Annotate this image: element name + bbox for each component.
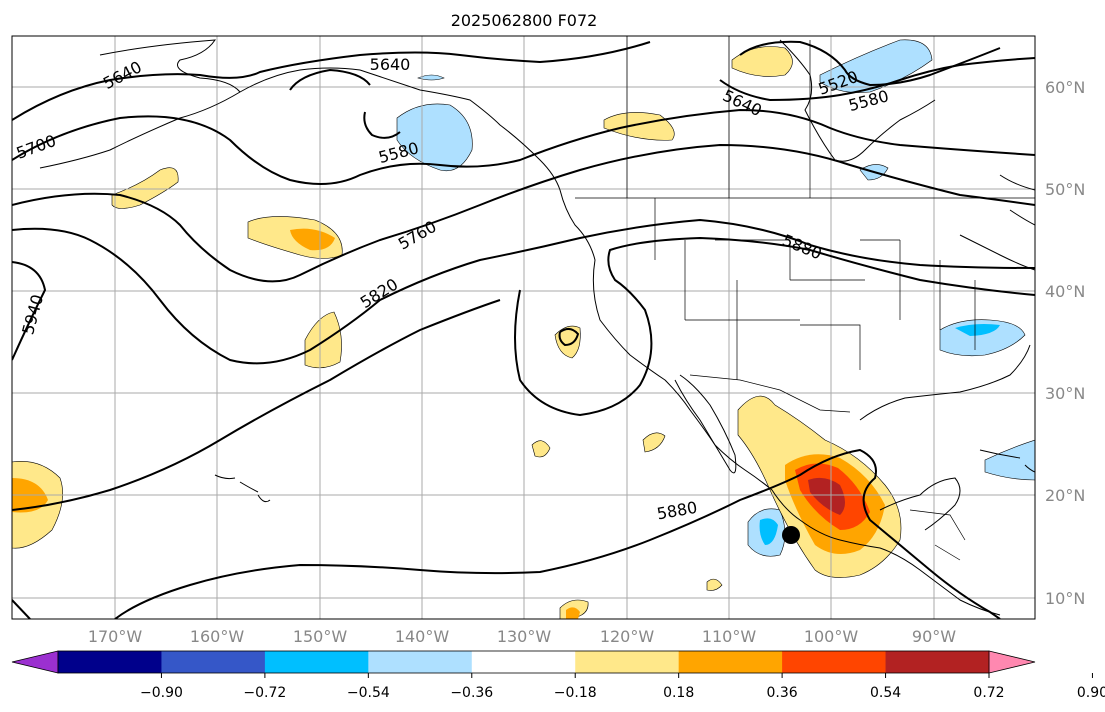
colorbar-tick-label: 0.36 xyxy=(767,685,798,701)
lon-label-160w: 160°W xyxy=(190,627,245,646)
lon-label-100w: 100°W xyxy=(804,627,859,646)
colorbar-tick-label: −0.18 xyxy=(554,685,597,701)
contour-label-5640-n: 5640 xyxy=(370,55,411,74)
shading-mexico-darkred xyxy=(808,477,845,515)
shading-gulf-north-core xyxy=(290,228,335,251)
lat-label-30n: 30°N xyxy=(1045,384,1085,403)
lat-label-40n: 40°N xyxy=(1045,282,1085,301)
colorbar-extend-min xyxy=(11,650,59,674)
shading-alaska-small xyxy=(417,74,445,81)
contour-5760 xyxy=(12,143,1035,283)
colorbar-segment xyxy=(368,651,473,673)
shading-pacific-mid xyxy=(304,311,342,369)
central-america-borders xyxy=(909,509,966,561)
contour-5880-west xyxy=(12,299,501,511)
colorbar-segment xyxy=(264,651,369,673)
lat-label-10n: 10°N xyxy=(1045,589,1085,608)
colorbar-tick-label: −0.72 xyxy=(243,685,286,701)
black-dot-marker xyxy=(782,526,800,544)
shading-caribbean xyxy=(984,439,1035,481)
shading-small-4-core xyxy=(566,607,580,619)
lon-label-90w: 90°W xyxy=(912,627,956,646)
colorbar-tick-label: 0.90 xyxy=(1077,685,1105,701)
us-state-lines xyxy=(654,198,976,380)
west-coast xyxy=(39,39,1001,616)
shading-canada-north xyxy=(731,46,793,77)
contour-5880-south xyxy=(114,448,1001,619)
contour-5640-east xyxy=(719,57,1035,102)
colorbar-ticks: −0.90 −0.72 −0.54 −0.36 −0.18 0.18 0.36 0.54 0.7… xyxy=(140,673,1105,701)
gridlines xyxy=(12,36,1035,619)
contour-5700 xyxy=(12,108,1035,185)
colorbar-segment xyxy=(782,651,887,673)
coastlines xyxy=(39,39,1035,616)
lon-label-170w: 170°W xyxy=(88,627,143,646)
contour-5640-north xyxy=(12,41,651,121)
colorbar-tick-label: −0.90 xyxy=(140,685,183,701)
map-area: 5640 5640 5520 5580 5700 5580 5640 5760 … xyxy=(12,36,1035,619)
lon-label-140w: 140°W xyxy=(395,627,450,646)
shading-small-1 xyxy=(531,440,551,458)
colorbar-frame xyxy=(57,650,990,674)
colorbar-segment xyxy=(678,651,783,673)
colorbar-tick-label: 0.18 xyxy=(663,685,694,701)
height-contours xyxy=(12,40,1035,619)
contour-edge xyxy=(12,599,31,619)
contour-small-closed xyxy=(558,328,580,347)
colorbar: −0.90 −0.72 −0.54 −0.36 −0.18 0.18 0.36 0.54 0.7… xyxy=(11,650,1105,701)
colorbar-tick-label: −0.36 xyxy=(450,685,493,701)
colorbar-tick-label: 0.72 xyxy=(973,685,1004,701)
baja-california xyxy=(674,374,737,474)
yucatan xyxy=(879,477,961,531)
east-coast xyxy=(959,174,1035,271)
lon-label-120w: 120°W xyxy=(600,627,655,646)
latitude-labels: 60°N 50°N 40°N 30°N 20°N 10°N xyxy=(1045,78,1085,608)
hawaii xyxy=(214,474,271,503)
colorbar-tick-label: −0.54 xyxy=(347,685,390,701)
lon-label-150w: 150°W xyxy=(293,627,348,646)
contour-5580-low xyxy=(289,68,401,139)
longitude-labels: 170°W 160°W 150°W 140°W 130°W 120°W 110°… xyxy=(88,627,956,646)
contour-5820 xyxy=(12,218,1035,365)
caribbean-islands xyxy=(979,449,1035,473)
figure-title: 2025062800 F072 xyxy=(451,11,598,30)
colorbar-segment xyxy=(471,651,576,673)
shading-small-2 xyxy=(642,432,666,453)
lat-label-50n: 50°N xyxy=(1045,180,1085,199)
colorbar-tick-label: 0.54 xyxy=(870,685,901,701)
shading-gulf-alaska-low xyxy=(396,103,473,172)
contour-5940 xyxy=(12,261,47,361)
shading-california-offshore xyxy=(554,325,581,359)
us-mexico-border xyxy=(689,374,851,413)
contour-5880-ridge xyxy=(514,236,1035,417)
lon-label-110w: 110°W xyxy=(702,627,757,646)
shading-canada-west xyxy=(603,112,675,141)
shading-small-3 xyxy=(706,578,723,591)
colorbar-segment xyxy=(575,651,680,673)
lat-label-60n: 60°N xyxy=(1045,78,1085,97)
canada-province-lines xyxy=(626,36,811,198)
gulf-coast xyxy=(859,344,1031,421)
lat-label-20n: 20°N xyxy=(1045,486,1085,505)
colorbar-segments xyxy=(58,651,990,673)
lon-label-130w: 130°W xyxy=(497,627,552,646)
colorbar-segment xyxy=(161,651,266,673)
shading-pacific-mexico-neg-core xyxy=(759,518,778,545)
colorbar-extend-max xyxy=(988,650,1036,674)
political-borders xyxy=(575,36,1035,561)
shading-southeast-us-core xyxy=(955,324,1000,336)
anomaly-shading xyxy=(12,39,1035,619)
contour-5520 xyxy=(739,40,1001,87)
colorbar-segment xyxy=(885,651,990,673)
colorbar-segment xyxy=(58,651,162,673)
map-frame xyxy=(11,35,1036,620)
